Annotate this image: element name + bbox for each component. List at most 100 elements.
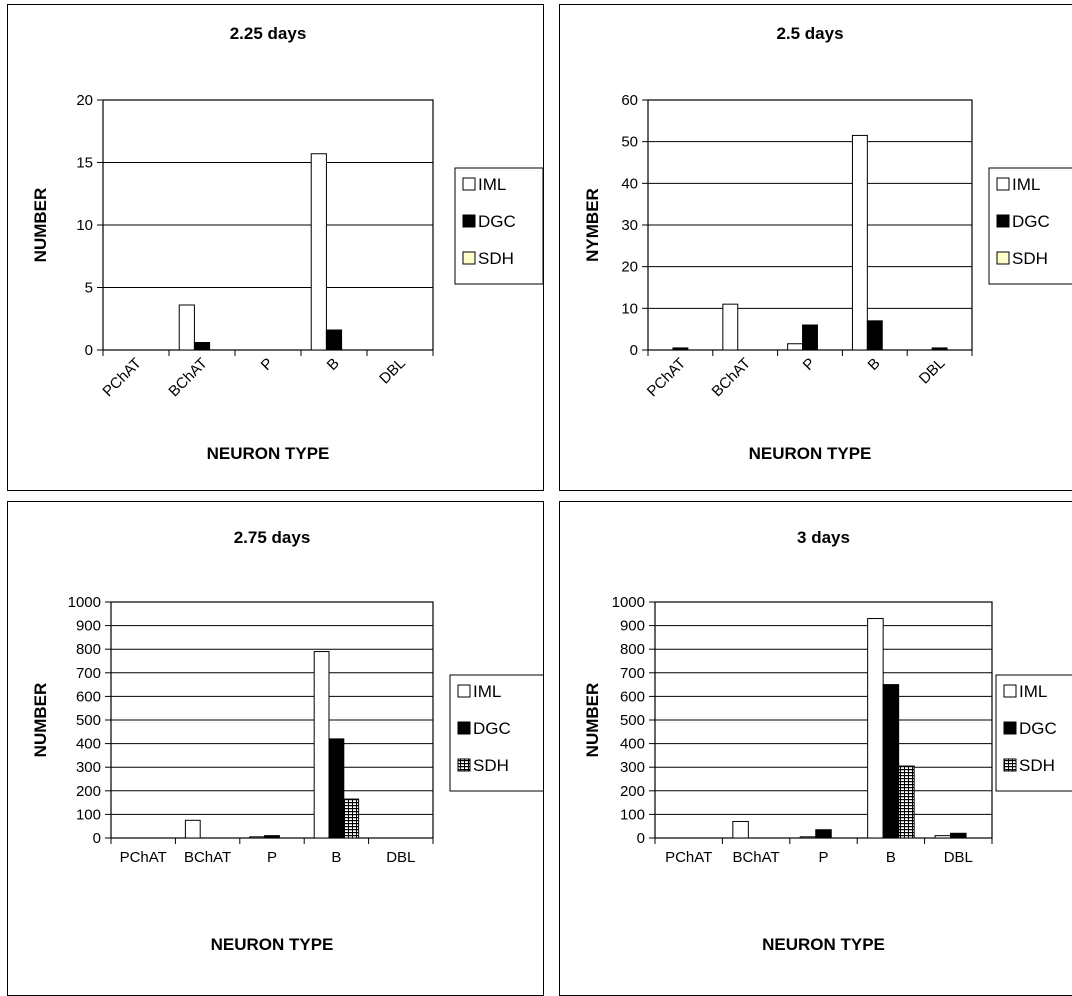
- x-tick-label: DBL: [916, 355, 949, 388]
- legend-label: DGC: [1012, 212, 1050, 231]
- legend-swatch: [996, 177, 1010, 191]
- y-tick-label: 300: [620, 759, 645, 776]
- y-tick-label: 100: [76, 806, 101, 823]
- bar-sdh: [898, 765, 915, 839]
- chart-title: 2.25 days: [230, 24, 307, 43]
- bar-iml: [310, 153, 327, 351]
- bar-iml: [178, 304, 195, 351]
- y-tick-label: 100: [620, 806, 645, 823]
- x-tick-label: BChAT: [732, 849, 779, 866]
- legend-swatch: [462, 251, 476, 265]
- y-tick-label: 600: [76, 688, 101, 705]
- x-tick-label: PChAT: [644, 355, 689, 400]
- x-tick-label: B: [865, 355, 884, 374]
- chart-title: 2.5 days: [776, 24, 843, 43]
- bar-iml: [249, 836, 266, 839]
- y-tick-label: 40: [621, 175, 638, 192]
- y-axis-label: NUMBER: [583, 683, 602, 758]
- y-tick-label: 800: [76, 641, 101, 658]
- legend-swatch: [996, 214, 1010, 228]
- bar-dgc: [882, 684, 900, 839]
- legend-label: IML: [478, 175, 506, 194]
- bar-iml: [313, 651, 330, 839]
- bar-dgc: [950, 832, 967, 839]
- bar-dgc: [931, 347, 948, 351]
- legend-swatch: [1003, 721, 1017, 735]
- x-axis-label: NEURON TYPE: [207, 444, 330, 463]
- legend-swatch: [457, 684, 471, 698]
- y-tick-label: 500: [620, 712, 645, 729]
- legend-swatch: [1003, 758, 1017, 772]
- chart-svg: 0 100 200 300 400 500 600 700 800 900 1000 PChAT BCh…: [583, 528, 1072, 954]
- x-tick-label: P: [267, 849, 277, 866]
- y-tick-label: 10: [76, 217, 93, 234]
- y-tick-label: 10: [621, 300, 638, 317]
- legend-label: SDH: [1012, 249, 1048, 268]
- x-tick-label: B: [331, 849, 341, 866]
- legend-swatch: [462, 177, 476, 191]
- chart-svg: 0 5 10 15 20 PChAT BChAT P B DBL 2.25 days NEURON T…: [31, 24, 543, 463]
- y-tick-label: 900: [76, 618, 101, 635]
- y-tick-label: 400: [76, 736, 101, 753]
- y-tick-label: 500: [76, 712, 101, 729]
- bar-iml: [732, 820, 749, 839]
- legend-swatch: [1003, 684, 1017, 698]
- y-tick-label: 0: [85, 342, 93, 359]
- bar-dgc: [193, 342, 211, 351]
- x-tick-label: DBL: [386, 849, 415, 866]
- y-tick-label: 800: [620, 641, 645, 658]
- legend-swatch: [457, 758, 471, 772]
- x-tick-label: B: [324, 355, 343, 374]
- chart-title: 2.75 days: [234, 528, 311, 547]
- y-axis-label: NUMBER: [31, 683, 50, 758]
- y-tick-label: 900: [620, 618, 645, 635]
- legend-label: DGC: [473, 719, 511, 738]
- y-tick-label: 300: [76, 759, 101, 776]
- y-tick-label: 0: [630, 342, 638, 359]
- bar-dgc: [325, 329, 343, 351]
- y-tick-label: 700: [76, 665, 101, 682]
- y-axis-label: NYMBER: [583, 188, 602, 262]
- y-tick-label: 60: [621, 92, 638, 109]
- chart-svg: 0 100 200 300 400 500 600 700 800 900 1000 PChAT BCh…: [31, 528, 543, 954]
- legend-label: IML: [1019, 682, 1047, 701]
- bar-dgc: [802, 324, 818, 351]
- bar-dgc: [264, 835, 280, 839]
- legend-label: SDH: [473, 756, 509, 775]
- chart-panel-2-5-days: 0 10 20 30 40 50 60 PChAT BChAT P B DBL 2.5 days NEUR…: [559, 4, 1072, 491]
- x-tick-label: PChAT: [99, 355, 144, 400]
- y-tick-label: 200: [620, 783, 645, 800]
- x-tick-label: PChAT: [120, 849, 167, 866]
- y-tick-label: 50: [621, 134, 638, 151]
- chart-title: 3 days: [797, 528, 850, 547]
- x-axis-label: NEURON TYPE: [749, 444, 872, 463]
- bar-iml: [787, 343, 804, 351]
- chart-panel-2-75-days: 0 100 200 300 400 500 600 700 800 900 1000 PChAT BCh…: [7, 501, 544, 996]
- bar-dgc: [815, 829, 832, 839]
- y-axis-label: NUMBER: [31, 188, 50, 263]
- y-tick-label: 1000: [612, 594, 645, 611]
- bar-iml: [722, 303, 739, 351]
- legend-swatch: [457, 721, 471, 735]
- x-tick-label: PChAT: [665, 849, 712, 866]
- x-tick-label: DBL: [944, 849, 973, 866]
- y-tick-label: 15: [76, 155, 93, 172]
- x-axis-label: NEURON TYPE: [762, 935, 885, 954]
- y-tick-label: 20: [76, 92, 93, 109]
- y-tick-label: 0: [637, 830, 645, 847]
- legend-label: SDH: [478, 249, 514, 268]
- y-tick-label: 20: [621, 259, 638, 276]
- y-tick-label: 400: [620, 736, 645, 753]
- legend-swatch: [462, 214, 476, 228]
- bar-iml: [934, 835, 952, 839]
- x-tick-label: P: [258, 355, 277, 374]
- x-tick-label: P: [818, 849, 828, 866]
- legend-label: DGC: [478, 212, 516, 231]
- y-tick-label: 30: [621, 217, 638, 234]
- bar-dgc: [866, 320, 883, 351]
- chart-panel-3-days: 0 100 200 300 400 500 600 700 800 900 1000 PChAT BCh…: [559, 501, 1072, 996]
- legend-label: IML: [473, 682, 501, 701]
- legend-label: IML: [1012, 175, 1040, 194]
- y-tick-label: 1000: [68, 594, 101, 611]
- x-axis-label: NEURON TYPE: [211, 935, 334, 954]
